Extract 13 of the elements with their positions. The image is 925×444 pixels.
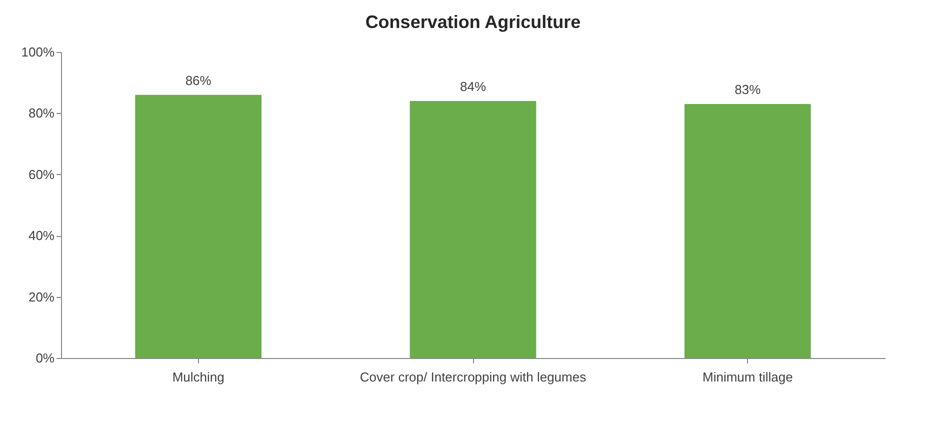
chart-title: Conservation Agriculture xyxy=(365,12,581,32)
x-tick-label: Minimum tillage xyxy=(702,370,793,384)
y-tick-label: 100% xyxy=(21,44,55,60)
y-tick-label: 40% xyxy=(28,228,55,244)
x-tick-label: Cover crop/ Intercropping with legumes xyxy=(360,370,587,384)
y-tick-label: 80% xyxy=(28,106,55,121)
y-tick-label: 60% xyxy=(28,166,55,182)
data-label: 84% xyxy=(460,78,486,94)
y-tick-label: 20% xyxy=(28,289,55,304)
y-tick-label: 0% xyxy=(36,350,55,366)
data-label: 83% xyxy=(734,82,762,98)
x-tick-label: Mulching xyxy=(172,370,224,384)
data-label: 86% xyxy=(185,72,212,88)
